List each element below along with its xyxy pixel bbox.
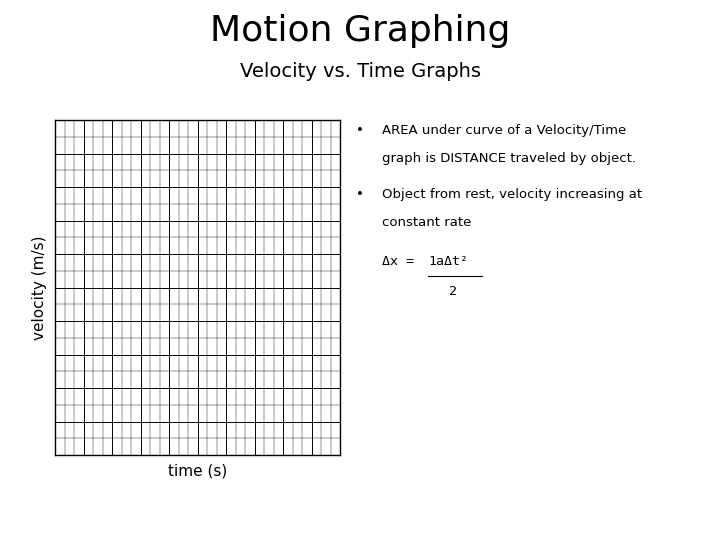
Text: AREA under curve of a Velocity/Time: AREA under curve of a Velocity/Time [382, 124, 626, 137]
Text: constant rate: constant rate [382, 216, 471, 229]
X-axis label: time (s): time (s) [168, 463, 227, 478]
Text: 2: 2 [449, 285, 456, 298]
Text: Motion Graphing: Motion Graphing [210, 14, 510, 48]
Text: •: • [356, 188, 364, 201]
Text: Object from rest, velocity increasing at: Object from rest, velocity increasing at [382, 188, 642, 201]
Y-axis label: velocity (m/s): velocity (m/s) [32, 235, 47, 340]
Text: •: • [356, 124, 364, 137]
Text: Velocity vs. Time Graphs: Velocity vs. Time Graphs [240, 62, 480, 81]
Text: Δx =: Δx = [382, 255, 422, 268]
Text: graph is DISTANCE traveled by object.: graph is DISTANCE traveled by object. [382, 152, 636, 165]
Text: 1aΔt²: 1aΔt² [428, 255, 469, 268]
